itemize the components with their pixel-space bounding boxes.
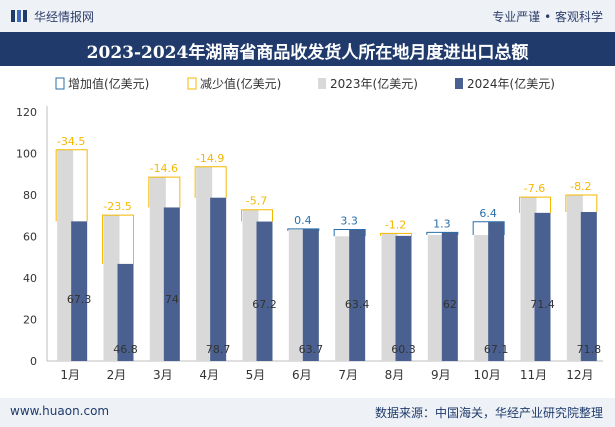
brand-logo-icon	[11, 10, 27, 22]
change-box	[565, 194, 598, 213]
bar-2023	[242, 209, 259, 361]
legend-label-3: 2023年(亿美元)	[330, 76, 418, 91]
title-bar	[0, 32, 615, 66]
value-label-2024: 78.7	[206, 343, 231, 356]
change-box	[519, 196, 551, 213]
change-box	[426, 231, 459, 236]
x-tick-label: 9月	[431, 368, 451, 382]
value-label-2024: 60.3	[391, 343, 416, 356]
x-tick-label: 5月	[246, 368, 266, 382]
change-label: -34.5	[57, 135, 85, 148]
value-label-2024: 67.1	[484, 343, 509, 356]
bar-2023	[103, 215, 120, 361]
bar-2024	[71, 221, 88, 361]
y-tick-label: 80	[23, 189, 37, 202]
value-label-2024: 71.4	[530, 298, 555, 311]
bar-2023	[427, 235, 444, 361]
y-tick-label: 100	[16, 148, 37, 161]
legend-swatch-3	[318, 78, 326, 89]
bar-2024	[580, 212, 597, 361]
change-label: 3.3	[340, 214, 358, 227]
value-label-2024: 67.3	[67, 293, 92, 306]
change-box	[472, 221, 505, 236]
change-label: -14.6	[150, 162, 178, 175]
chart-title: 2023-2024年湖南省商品收发货人所在地月度进出口总额	[86, 43, 529, 63]
x-tick-label: 11月	[520, 368, 547, 382]
change-box	[380, 232, 412, 236]
bar-2023	[149, 177, 166, 361]
change-box	[333, 228, 366, 237]
change-label: -14.9	[196, 152, 224, 165]
bar-2024	[488, 221, 505, 361]
x-tick-label: 2月	[107, 368, 127, 382]
legend-swatch-2	[187, 77, 197, 90]
value-label-2024: 62	[443, 298, 457, 311]
bar-2023	[288, 229, 305, 361]
bar-2024	[163, 207, 180, 361]
value-label-2024: 71.8	[577, 343, 602, 356]
bar-2023	[381, 233, 398, 361]
tagline: 专业严谨 • 客观科学	[492, 10, 603, 24]
legend-label-4: 2024年(亿美元)	[467, 76, 555, 91]
x-tick-label: 4月	[199, 368, 219, 382]
bar-2024	[534, 212, 551, 361]
change-box	[148, 176, 181, 208]
bar-2024	[302, 228, 319, 361]
value-label-2024: 46.8	[113, 343, 138, 356]
change-label: -5.7	[246, 195, 267, 208]
x-tick-label: 7月	[338, 368, 358, 382]
legend-swatch-4	[455, 78, 463, 89]
change-box	[194, 166, 227, 198]
brand-name: 华经情报网	[34, 10, 95, 24]
chart: 增加值(亿美元) 减少值(亿美元) 2023年(亿美元) 2024年(亿美元) 0 20 4…	[16, 76, 603, 382]
change-label: 0.4	[294, 214, 312, 227]
bar-2024	[349, 229, 366, 361]
change-box	[102, 214, 134, 264]
y-tick-label: 120	[16, 106, 37, 119]
top-bar	[0, 0, 615, 32]
footer-source: 数据来源：中国海关，华经产业研究院整理	[374, 406, 603, 420]
change-label: -8.2	[570, 180, 591, 193]
change-label: -7.6	[524, 182, 545, 195]
bar-2024	[395, 235, 412, 361]
x-tick-label: 10月	[474, 368, 501, 382]
bar-2023	[335, 236, 352, 361]
value-label-2024: 63.7	[299, 343, 324, 356]
legend-label-1: 增加值(亿美元)	[68, 76, 149, 91]
change-box	[287, 228, 320, 231]
x-tick-label: 6月	[292, 368, 312, 382]
change-box	[241, 209, 273, 222]
change-label: 6.4	[479, 207, 497, 220]
legend-swatch-1	[55, 77, 65, 90]
footer-bar	[0, 398, 615, 427]
footer-site: www.huaon.com	[10, 404, 110, 418]
change-label: -23.5	[103, 200, 131, 213]
y-tick-label: 0	[30, 355, 37, 368]
y-tick-label: 40	[23, 272, 37, 285]
y-tick-label: 60	[23, 231, 37, 244]
legend-label-2: 减少值(亿美元)	[200, 76, 281, 91]
y-tick-label: 20	[23, 314, 37, 327]
change-label: 1.3	[433, 217, 451, 230]
value-label-2024: 74	[165, 293, 179, 306]
change-label: -1.2	[385, 218, 406, 231]
bar-2024	[210, 197, 227, 361]
bar-2023	[566, 195, 583, 361]
x-tick-label: 3月	[153, 368, 173, 382]
bar-2024	[117, 263, 134, 361]
bar-2023	[474, 235, 491, 361]
bar-2023	[520, 197, 537, 361]
bar-2024	[256, 221, 273, 361]
x-tick-label: 1月	[60, 368, 80, 382]
value-label-2024: 63.4	[345, 298, 370, 311]
bar-2023	[196, 166, 213, 361]
change-box	[55, 149, 88, 222]
bar-2023	[57, 149, 74, 361]
x-tick-label: 8月	[385, 368, 405, 382]
value-label-2024: 67.2	[252, 298, 277, 311]
bar-2024	[441, 232, 458, 361]
x-tick-label: 12月	[566, 368, 593, 382]
